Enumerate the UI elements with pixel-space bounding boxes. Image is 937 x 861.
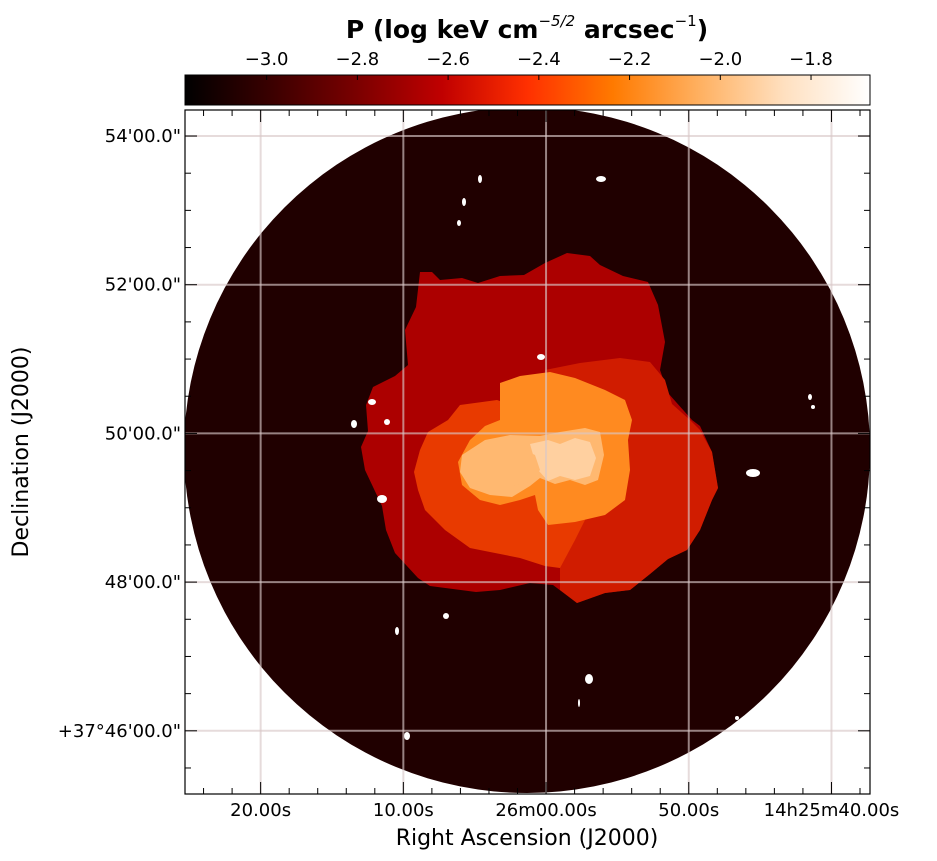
masked-source	[351, 420, 357, 428]
masked-source	[735, 716, 739, 720]
title-exponent-1: −5/2	[538, 12, 575, 30]
y-tick-label: +37°46'00.0"	[58, 721, 181, 742]
x-axis-label: Right Ascension (J2000)	[396, 826, 659, 851]
plot-area: 20.00s 10.00s 26m00.00s 50.00s 14h25m40.00s …	[58, 109, 899, 821]
colorbar-tick-label: −3.0	[245, 49, 289, 70]
x-tick-label: 50.00s	[658, 800, 719, 821]
colorbar-tick-label: −2.0	[698, 49, 742, 70]
masked-source	[585, 674, 593, 684]
x-tick-label: 26m00.00s	[495, 800, 596, 821]
colorbar: −3.0 −2.8 −2.6 −2.4 −2.2 −2.0 −1.8	[184, 49, 871, 106]
colorbar-fill	[184, 74, 871, 106]
masked-source	[596, 176, 606, 182]
masked-source	[537, 354, 545, 360]
x-axis-ticks: 20.00s 10.00s 26m00.00s 50.00s 14h25m40.00s	[230, 110, 899, 821]
y-axis-label: Declination (J2000)	[9, 347, 34, 558]
colorbar-ticks: −3.0 −2.8 −2.6 −2.4 −2.2 −2.0 −1.8	[245, 49, 833, 80]
masked-source	[443, 613, 449, 619]
y-tick-label: 50'00.0"	[105, 423, 181, 444]
chart-title: P (log keV cm−5/2 arcsec−1)	[346, 12, 708, 44]
masked-source	[462, 198, 466, 206]
masked-source	[404, 732, 410, 740]
title-exponent-2: −1	[675, 12, 697, 30]
title-prefix: P (log keV cm	[346, 15, 539, 44]
title-middle: arcsec	[575, 15, 674, 44]
masked-source	[746, 469, 760, 477]
y-tick-label: 48'00.0"	[105, 572, 181, 593]
plot-frame	[184, 109, 871, 795]
y-axis-ticks: 54'00.0" 52'00.0" 50'00.0" 48'00.0" +37°46'0…	[58, 126, 870, 742]
y-tick-label: 52'00.0"	[105, 275, 181, 296]
coordinate-grid	[185, 110, 870, 794]
masked-source	[578, 699, 580, 707]
x-tick-label: 20.00s	[230, 800, 291, 821]
colorbar-tick-label: −2.8	[336, 49, 380, 70]
masked-source	[811, 405, 815, 409]
masked-source	[384, 419, 390, 425]
title-suffix: )	[697, 15, 708, 44]
minor-ticks	[185, 110, 870, 794]
masked-source	[395, 627, 399, 635]
masked-source	[377, 495, 387, 503]
masked-source	[808, 394, 812, 400]
x-tick-label: 14h25m40.00s	[764, 800, 900, 821]
x-tick-label: 10.00s	[373, 800, 434, 821]
colorbar-tick-label: −1.8	[789, 49, 833, 70]
region-core-hole	[484, 448, 540, 486]
masked-source	[368, 399, 376, 405]
colorbar-tick-label: −2.2	[608, 49, 652, 70]
colorbar-tick-label: −2.4	[517, 49, 561, 70]
masked-source	[457, 220, 461, 226]
y-tick-label: 54'00.0"	[105, 126, 181, 147]
colorbar-tick-label: −2.6	[426, 49, 470, 70]
masked-source	[478, 175, 482, 183]
masked-sources	[351, 175, 815, 740]
